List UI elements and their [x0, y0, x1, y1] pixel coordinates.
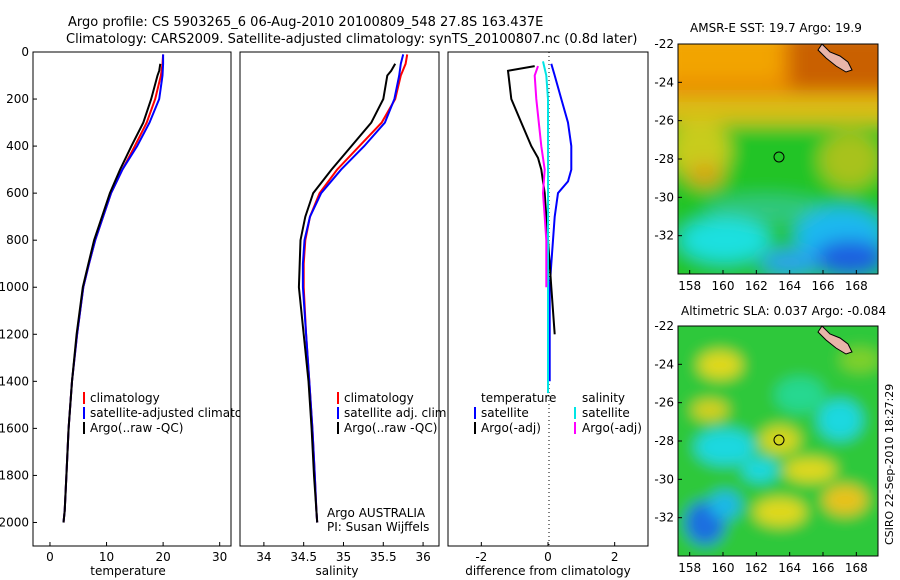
sla-heatmap: [678, 326, 878, 556]
sla-argo-location-marker: [773, 434, 785, 446]
legend-satellite-adjusted-climatology: satellite-adjusted climatology: [90, 406, 268, 420]
map-y-tick-label: -28: [654, 152, 674, 166]
x-tick-label: 35.5: [370, 550, 397, 564]
map-x-tick-label: 162: [745, 279, 768, 293]
series-line-0: [548, 63, 573, 382]
map-x-tick-label: 168: [845, 279, 868, 293]
series-line-2: [297, 63, 397, 523]
map-y-tick-label: -32: [654, 511, 674, 525]
map-x-tick-label: 158: [678, 279, 701, 293]
y-tick-label: 2000: [0, 515, 29, 529]
y-tick-label: 0: [21, 45, 29, 59]
map-y-tick-label: -26: [654, 396, 674, 410]
map-x-tick-label: 164: [778, 561, 801, 575]
legend-temperature-satellite: satellite: [481, 406, 529, 420]
y-tick-label: 1400: [0, 374, 29, 388]
x-tick-label: -2: [475, 550, 487, 564]
series-line-2: [542, 61, 549, 394]
x-tick-label: 34.5: [290, 550, 317, 564]
timestamp-caption: CSIRO 22-Sep-2010 18:27:29: [883, 384, 896, 545]
x-tick-label: 0: [46, 550, 54, 564]
temperature-legend: climatology satellite-adjusted climatolo…: [83, 391, 268, 435]
temperature-panel: 0 200 400 600 800 1000 1200 1400 1600 1800 2000 0 1…: [0, 45, 268, 578]
header-line-1: Argo profile: CS 5903265_6 06-Aug-2010 2…: [68, 15, 543, 30]
legend-satellite-adj-clim: satellite adj. clim.: [344, 406, 450, 420]
difference-legend: temperature satellite Argo(-adj) salinit…: [474, 391, 642, 435]
map-x-tick-label: 158: [678, 561, 701, 575]
legend-argo-raw: Argo(..raw -QC): [344, 421, 437, 435]
map-y-tick-label: -32: [654, 229, 674, 243]
x-tick-label: 30: [212, 550, 227, 564]
map-x-tick-label: 166: [812, 561, 835, 575]
y-tick-label: 1800: [0, 468, 29, 482]
map-y-tick-label: -30: [654, 190, 674, 204]
legend-argo-raw: Argo(..raw -QC): [90, 421, 183, 435]
y-tick-label: 800: [6, 233, 29, 247]
series-line-2: [62, 63, 162, 523]
legend-salinity-satellite: satellite: [582, 406, 630, 420]
legend-climatology: climatology: [344, 391, 414, 405]
legend-temperature-argo: Argo(-adj): [481, 421, 541, 435]
sst-map-title: AMSR-E SST: 19.7 Argo: 19.9: [690, 21, 862, 35]
legend-climatology: climatology: [90, 391, 160, 405]
credit-line-2: PI: Susan Wijffels: [327, 520, 429, 534]
x-tick-label: 36: [415, 550, 430, 564]
salinity-legend: climatology satellite adj. clim. Argo(..…: [337, 391, 450, 435]
legend-temperature-heading: temperature: [481, 391, 556, 405]
x-tick-label: 0: [544, 550, 552, 564]
y-tick-label: 1000: [0, 280, 29, 294]
sst-argo-location-marker: [773, 151, 785, 163]
y-tick-label: 600: [6, 186, 29, 200]
map-y-tick-label: -22: [654, 37, 674, 51]
salinity-panel: 34 34.5 35 35.5 36 salinity climatology sate…: [239, 51, 450, 578]
x-tick-label: 34: [256, 550, 271, 564]
temperature-axis-label: temperature: [90, 564, 165, 578]
map-x-tick-label: 166: [812, 279, 835, 293]
y-tick-label: 400: [6, 139, 29, 153]
map-x-tick-label: 164: [778, 279, 801, 293]
salinity-axis-label: salinity: [315, 564, 358, 578]
x-tick-label: 20: [155, 550, 170, 564]
y-tick-label: 1200: [0, 327, 29, 341]
sla-coastline: [817, 325, 853, 355]
x-tick-label: 10: [99, 550, 114, 564]
legend-salinity-argo: Argo(-adj): [582, 421, 642, 435]
credit-line-1: Argo AUSTRALIA: [327, 506, 426, 520]
series-line-1: [506, 65, 556, 335]
map-x-tick-label: 168: [845, 561, 868, 575]
sst-heatmap: [678, 44, 878, 274]
map-y-tick-label: -30: [654, 472, 674, 486]
sst-map-panel: AMSR-E SST: 19.7 Argo: 19.9 -22 -24 -26 -28: [654, 21, 879, 293]
y-tick-label: 1600: [0, 421, 29, 435]
header-line-2: Climatology: CARS2009. Satellite-adjuste…: [66, 32, 638, 47]
map-y-tick-label: -28: [654, 434, 674, 448]
map-y-tick-label: -24: [654, 357, 674, 371]
x-tick-label: 35: [336, 550, 351, 564]
map-y-tick-label: -22: [654, 319, 674, 333]
y-tick-label: 200: [6, 92, 29, 106]
sst-coastline: [817, 43, 853, 73]
sla-map-title: Altimetric SLA: 0.037 Argo: -0.084: [681, 304, 886, 318]
map-y-tick-label: -26: [654, 114, 674, 128]
map-x-tick-label: 162: [745, 561, 768, 575]
x-tick-label: 2: [611, 550, 619, 564]
legend-salinity-heading: salinity: [582, 391, 625, 405]
series-line-3: [533, 65, 548, 288]
map-x-tick-label: 160: [712, 279, 735, 293]
difference-axis-label: difference from climatology: [465, 564, 631, 578]
difference-panel: -2 0 2 difference from climatology tempera…: [447, 51, 649, 578]
map-y-tick-label: -24: [654, 75, 674, 89]
map-x-tick-label: 160: [712, 561, 735, 575]
sla-map-panel: Altimetric SLA: 0.037 Argo: -0.084: [654, 304, 886, 575]
